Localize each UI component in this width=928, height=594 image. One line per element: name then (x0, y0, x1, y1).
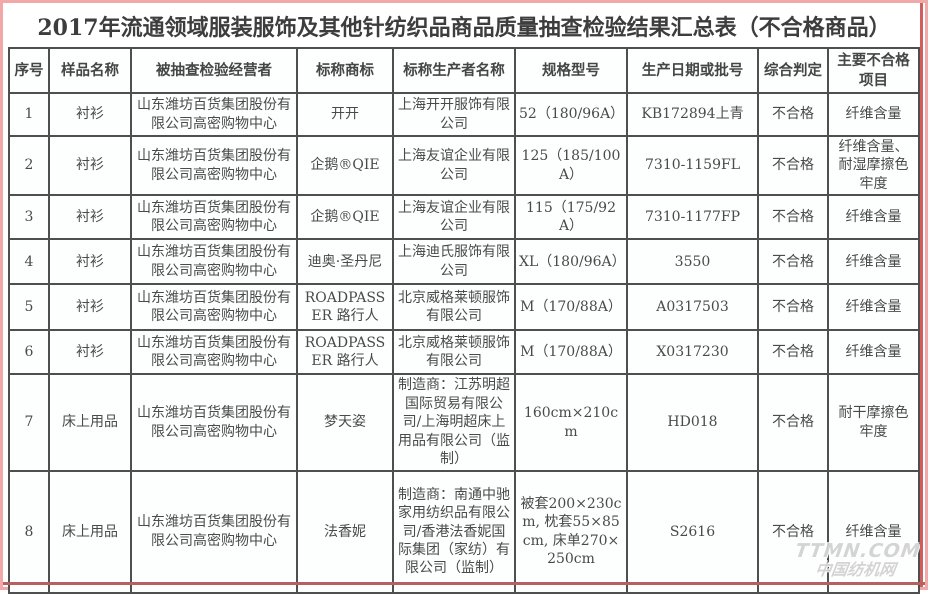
table-cell: 被套200×230cm, 枕套55×85cm, 床单270×250cm (514, 469, 628, 594)
table-row: 5 衬衫 山东潍坊百货集团股份有限公司高密购物中心 ROADPASSER 路行人 北京威… (8, 283, 920, 332)
table-cell: 不合格 (757, 238, 829, 286)
table-cell: 8 (8, 469, 50, 594)
table-cell: 床上用品 (48, 373, 132, 472)
table-cell: 法香妮 (296, 469, 394, 594)
table-cell: 不合格 (757, 134, 829, 197)
table-cell: 山东潍坊百货集团股份有限公司高密购物中心 (130, 373, 298, 472)
header-cell: 被抽查检验经营者 (130, 47, 298, 94)
table-cell: 衬衫 (48, 283, 132, 332)
table-cell: 52（180/96A） (514, 92, 628, 137)
table-cell: 纤维含量 (827, 92, 920, 137)
table-cell: 床上用品 (48, 469, 132, 594)
table-cell: 山东潍坊百货集团股份有限公司高密购物中心 (130, 92, 298, 137)
header-cell: 标称商标 (296, 47, 394, 94)
header-cell: 标称生产者名称 (392, 47, 516, 94)
header-cell: 综合判定 (757, 47, 829, 94)
table-cell: 纤维含量 (827, 329, 920, 376)
table-cell: 不合格 (757, 194, 829, 241)
table-cell: 不合格 (757, 92, 829, 137)
table-cell: 纤维含量 (827, 238, 920, 286)
table-cell: 纤维含量 (827, 194, 920, 241)
table-cell: 1 (8, 92, 50, 137)
table-cell: 5 (8, 283, 50, 332)
header-cell: 生产日期或批号 (626, 47, 759, 94)
table-cell: 梦天姿 (296, 373, 394, 472)
header-cell: 样品名称 (48, 47, 132, 94)
table-cell: 115（175/92A） (514, 194, 628, 241)
header-row: 序号 样品名称 被抽查检验经营者 标称商标 标称生产者名称 规格型号 生产日期或批号 综合判定… (8, 47, 920, 94)
table-cell: XL（180/96A） (514, 238, 628, 286)
table-cell: 6 (8, 329, 50, 376)
table-cell: 开开 (296, 92, 394, 137)
table-cell: 3550 (626, 238, 759, 286)
results-table: 序号 样品名称 被抽查检验经营者 标称商标 标称生产者名称 规格型号 生产日期或批号 综合判定… (8, 47, 920, 594)
page-title: 2017年流通领域服装服饰及其他针纺织品商品质量抽查检验结果汇总表（不合格商品） (37, 15, 891, 41)
table-cell: 上海开开服饰有限公司 (392, 92, 516, 137)
table-row: 3 衬衫 山东潍坊百货集团股份有限公司高密购物中心 企鹅®QIE 上海友谊企业有限公司 1… (8, 194, 920, 241)
table-cell: 北京威格莱顿服饰有限公司 (392, 283, 516, 332)
table-cell: 7 (8, 373, 50, 472)
table-row: 8 床上用品 山东潍坊百货集团股份有限公司高密购物中心 法香妮 制造商：南通中驰家用纺织… (8, 469, 920, 594)
table-cell: 山东潍坊百货集团股份有限公司高密购物中心 (130, 134, 298, 197)
table-row: 6 衬衫 山东潍坊百货集团股份有限公司高密购物中心 ROADPASSER 路行人 北京威… (8, 329, 920, 376)
table-cell: 衬衫 (48, 194, 132, 241)
header-cell: 主要不合格项目 (827, 47, 920, 94)
header-cell: 序号 (8, 47, 50, 94)
table-cell: 不合格 (757, 373, 829, 472)
table-cell: 衬衫 (48, 134, 132, 197)
frame-right-accent (920, 3, 923, 587)
table-cell: X0317230 (626, 329, 759, 376)
table-cell: 山东潍坊百货集团股份有限公司高密购物中心 (130, 469, 298, 594)
table-cell: 制造商：江苏明超国际贸易有限公司/上海明超床上用品有限公司（监制） (392, 373, 516, 472)
table-row: 1 衬衫 山东潍坊百货集团股份有限公司高密购物中心 开开 上海开开服饰有限公司 52（18… (8, 92, 920, 137)
table-cell: 衬衫 (48, 329, 132, 376)
table-cell: 上海迪氏服饰有限公司 (392, 238, 516, 286)
table-cell: S2616 (626, 469, 759, 594)
table-cell: 耐干摩擦色牢度 (827, 373, 920, 472)
table-cell: 山东潍坊百货集团股份有限公司高密购物中心 (130, 238, 298, 286)
table-cell: 企鹅®QIE (296, 194, 394, 241)
table-cell: 2 (8, 134, 50, 197)
table-cell: 7310-1159FL (626, 134, 759, 197)
table-cell: 企鹅®QIE (296, 134, 394, 197)
table-cell: M（170/88A） (514, 329, 628, 376)
table-cell: 125（185/100A） (514, 134, 628, 197)
table-cell: 山东潍坊百货集团股份有限公司高密购物中心 (130, 283, 298, 332)
table-cell: M（170/88A） (514, 283, 628, 332)
table-cell: 不合格 (757, 469, 829, 594)
table-cell: 160cm×210cm (514, 373, 628, 472)
table-row: 7 床上用品 山东潍坊百货集团股份有限公司高密购物中心 梦天姿 制造商：江苏明超国际贸易… (8, 373, 920, 472)
table-cell: ROADPASSER 路行人 (296, 283, 394, 332)
table-cell: 纤维含量、耐湿摩擦色牢度 (827, 134, 920, 197)
table-row: 4 衬衫 山东潍坊百货集团股份有限公司高密购物中心 迪奥·圣丹尼 上海迪氏服饰有限公司 X… (8, 238, 920, 286)
header-cell: 规格型号 (514, 47, 628, 94)
table-cell: 上海友谊企业有限公司 (392, 134, 516, 197)
table-cell: ROADPASSER 路行人 (296, 329, 394, 376)
table-cell: 纤维含量 (827, 469, 920, 594)
table-row: 2 衬衫 山东潍坊百货集团股份有限公司高密购物中心 企鹅®QIE 上海友谊企业有限公司 1… (8, 134, 920, 197)
table-body: 1 衬衫 山东潍坊百货集团股份有限公司高密购物中心 开开 上海开开服饰有限公司 52（18… (8, 92, 920, 594)
table-cell: 7310-1177FP (626, 194, 759, 241)
table-cell: 不合格 (757, 329, 829, 376)
table-cell: 不合格 (757, 283, 829, 332)
table-cell: 迪奥·圣丹尼 (296, 238, 394, 286)
table-cell: KB172894上青 (626, 92, 759, 137)
table-cell: 北京威格莱顿服饰有限公司 (392, 329, 516, 376)
table-cell: 制造商：南通中驰家用纺织品有限公司/香港法香妮国际集团（家纺）有限公司（监制） (392, 469, 516, 594)
table-cell: HD018 (626, 373, 759, 472)
table-cell: 衬衫 (48, 238, 132, 286)
frame-bottom-accent (3, 582, 925, 585)
table-cell: 纤维含量 (827, 283, 920, 332)
table-cell: 3 (8, 194, 50, 241)
table-cell: A0317503 (626, 283, 759, 332)
table-cell: 衬衫 (48, 92, 132, 137)
table-cell: 山东潍坊百货集团股份有限公司高密购物中心 (130, 194, 298, 241)
table-cell: 4 (8, 238, 50, 286)
table-cell: 上海友谊企业有限公司 (392, 194, 516, 241)
table-cell: 山东潍坊百货集团股份有限公司高密购物中心 (130, 329, 298, 376)
